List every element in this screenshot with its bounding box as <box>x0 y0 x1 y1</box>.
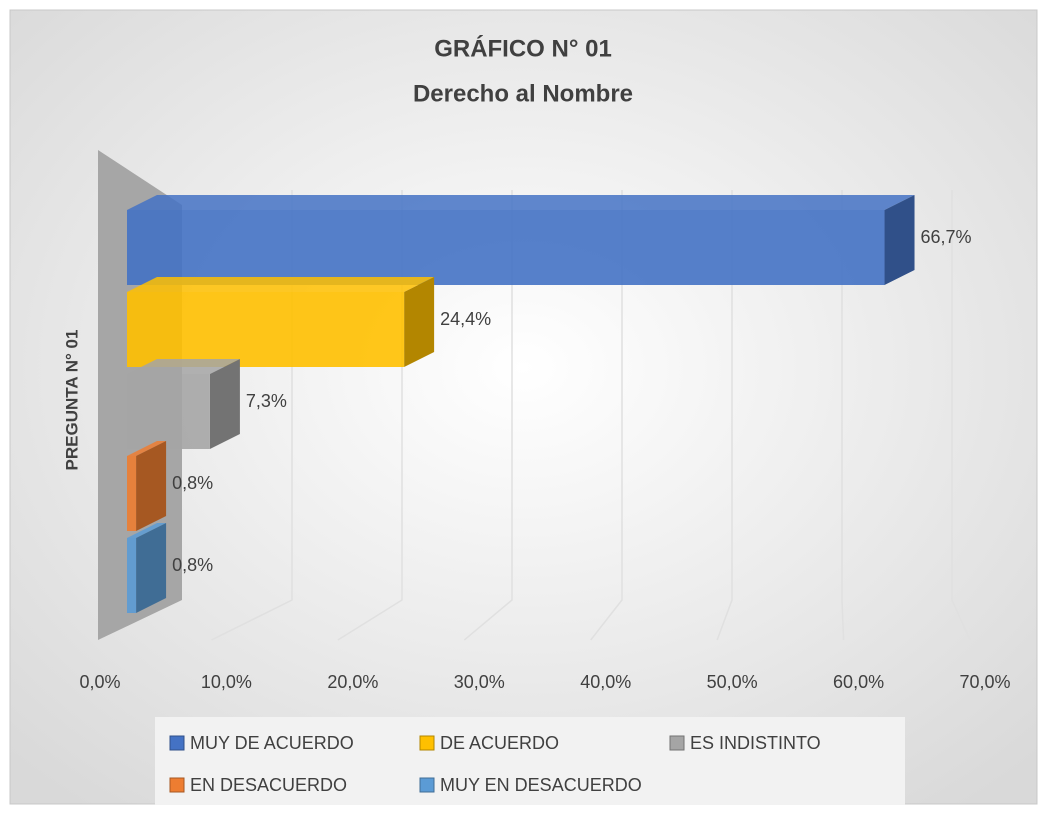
legend-label: DE ACUERDO <box>440 733 559 753</box>
grid-line <box>841 190 845 641</box>
x-tick-label: 70,0% <box>959 672 1010 692</box>
x-tick-label: 10,0% <box>201 672 252 692</box>
legend <box>155 717 905 805</box>
x-tick-label: 20,0% <box>327 672 378 692</box>
bar-side <box>884 195 915 285</box>
grid-line <box>590 190 623 641</box>
chart-title: GRÁFICO N° 01 <box>434 34 612 62</box>
legend-swatch <box>669 735 685 751</box>
bar-side <box>136 441 167 531</box>
x-tick-label: 30,0% <box>454 672 505 692</box>
bar <box>127 538 137 613</box>
x-tick-label: 40,0% <box>580 672 631 692</box>
legend-label: MUY DE ACUERDO <box>190 733 354 753</box>
bar-top <box>127 359 240 374</box>
bar <box>127 374 210 449</box>
data-label: 0,8% <box>172 555 213 575</box>
bar <box>127 456 137 531</box>
category-label: PREGUNTA N° 01 <box>62 330 81 471</box>
bar-top <box>127 195 915 210</box>
bar-top <box>127 523 167 538</box>
bar-top <box>127 277 435 292</box>
legend-label: EN DESACUERDO <box>190 775 347 795</box>
legend-label: ES INDISTINTO <box>690 733 821 753</box>
chart-subtitle: Derecho al Nombre <box>413 80 633 107</box>
legend-swatch <box>419 735 435 751</box>
bar-side <box>404 277 435 367</box>
legend-swatch <box>169 735 185 751</box>
data-label: 24,4% <box>440 309 491 329</box>
legend-swatch <box>169 777 185 793</box>
grid-line <box>951 190 971 641</box>
bar <box>127 210 885 285</box>
bar <box>127 292 405 367</box>
bar-top <box>127 441 167 456</box>
grid-line <box>716 190 733 641</box>
x-tick-label: 60,0% <box>833 672 884 692</box>
x-tick-label: 50,0% <box>707 672 758 692</box>
bar-side <box>136 523 167 613</box>
grid-line <box>463 190 513 641</box>
x-tick-label: 0,0% <box>79 672 120 692</box>
data-label: 7,3% <box>246 391 287 411</box>
data-label: 0,8% <box>172 473 213 493</box>
legend-label: MUY EN DESACUERDO <box>440 775 642 795</box>
bar-side <box>209 359 240 449</box>
data-label: 66,7% <box>921 227 972 247</box>
legend-swatch <box>419 777 435 793</box>
